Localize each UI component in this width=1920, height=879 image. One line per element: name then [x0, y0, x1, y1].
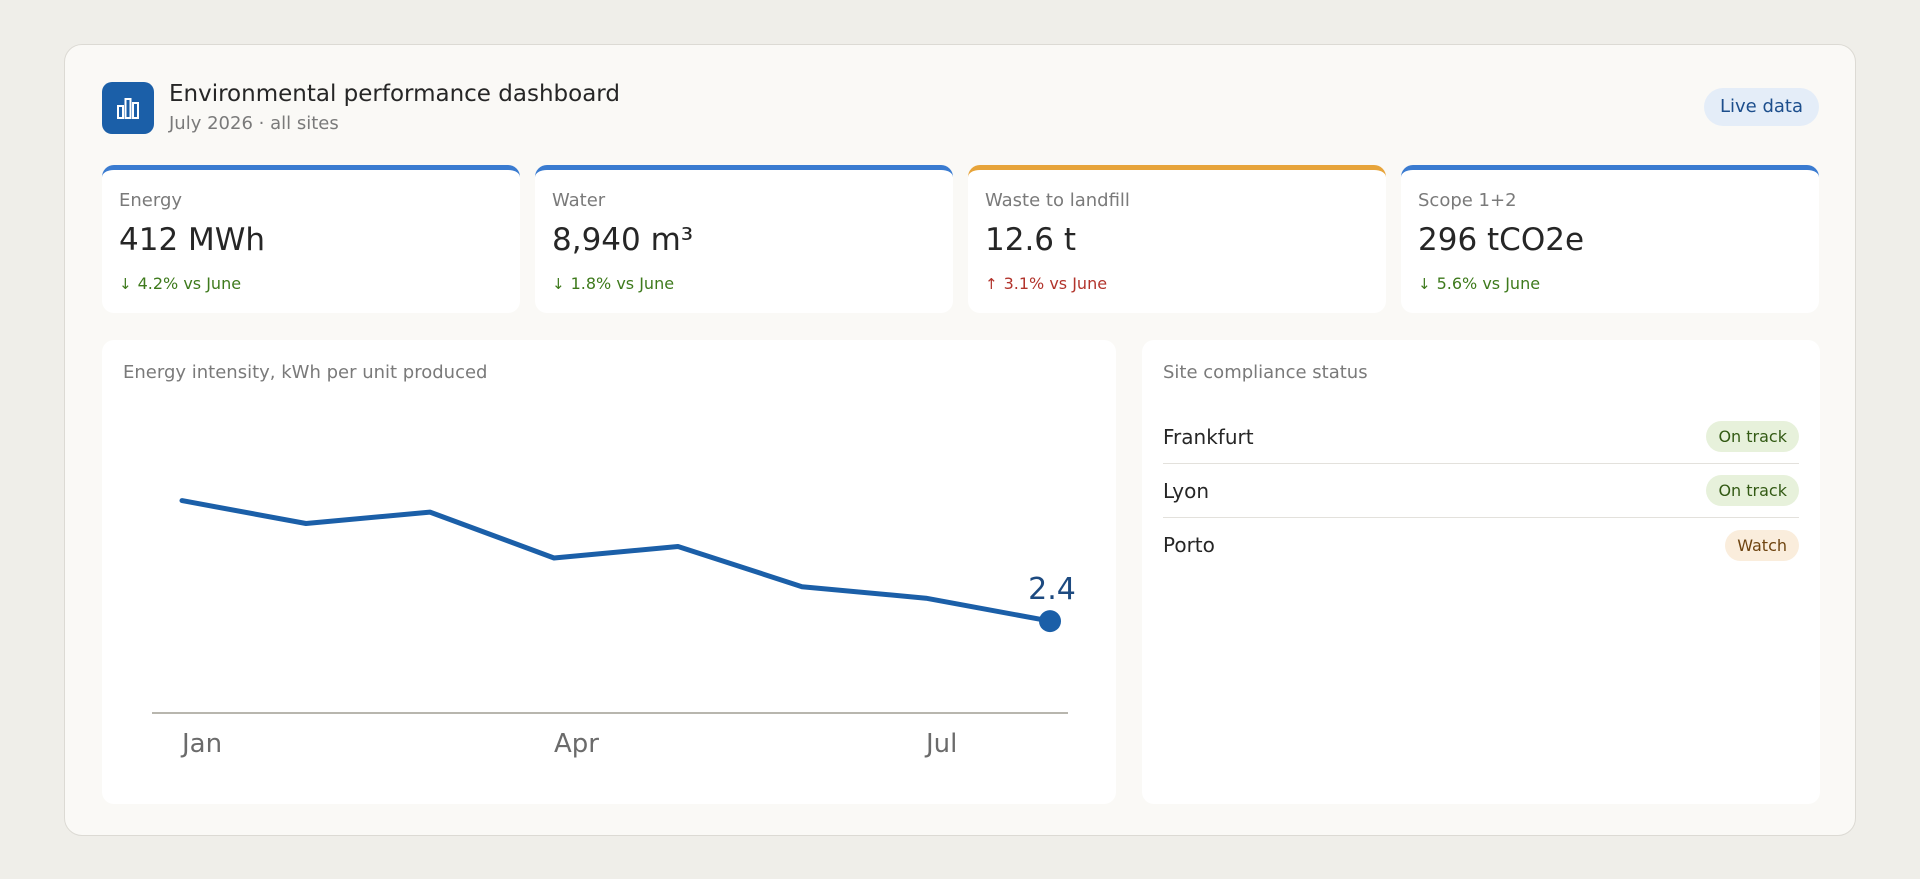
site-name: Lyon [1163, 478, 1210, 503]
kpi-value: 412 MWh [119, 222, 266, 258]
kpi-delta: ↑ 3.1% vs June [985, 274, 1107, 293]
status-badge: On track [1706, 421, 1799, 452]
x-tick-label-apr: Apr [554, 729, 599, 759]
kpi-delta-text: 1.8% vs June [570, 274, 675, 293]
kpi-card-waste[interactable]: Waste to landfill 12.6 t ↑ 3.1% vs June [968, 165, 1386, 313]
status-badge: On track [1706, 475, 1799, 506]
chart-title: Energy intensity, kWh per unit produced [123, 362, 488, 383]
series-line [179, 498, 1053, 624]
kpi-card-scope[interactable]: Scope 1+2 296 tCO2e ↓ 5.6% vs June [1401, 165, 1819, 313]
arrow-down-icon: ↓ [1418, 274, 1431, 293]
kpi-delta: ↓ 1.8% vs June [552, 274, 674, 293]
kpi-label: Energy [119, 190, 183, 211]
x-tick-label-jul: Jul [924, 729, 957, 759]
compliance-title: Site compliance status [1163, 362, 1368, 383]
site-name: Porto [1163, 533, 1215, 557]
site-compliance-card: Site compliance status Frankfurt On trac… [1142, 340, 1820, 804]
energy-intensity-chart: Jan Apr Jul 2.4 [152, 498, 1076, 759]
end-value-label: 2.4 [1028, 572, 1076, 607]
kpi-delta-text: 4.2% vs June [137, 274, 242, 293]
kpi-delta: ↓ 5.6% vs June [1418, 274, 1540, 293]
dashboard-panel: Environmental performance dashboard July… [64, 44, 1856, 836]
arrow-down-icon: ↓ [119, 274, 132, 293]
kpi-delta: ↓ 4.2% vs June [119, 274, 241, 293]
kpi-card-energy[interactable]: Energy 412 MWh ↓ 4.2% vs June [102, 165, 520, 313]
arrow-up-icon: ↑ [985, 274, 998, 293]
arrow-down-icon: ↓ [552, 274, 565, 293]
kpi-label: Water [552, 190, 606, 211]
compliance-row-porto[interactable]: Porto Watch [1163, 518, 1799, 572]
kpi-label: Waste to landfill [985, 190, 1130, 211]
status-badge: Watch [1725, 529, 1799, 561]
compliance-row-lyon[interactable]: Lyon On track [1163, 464, 1799, 518]
kpi-delta-text: 5.6% vs June [1436, 274, 1541, 293]
end-point-marker[interactable] [1039, 610, 1061, 633]
page-subtitle: July 2026 · all sites [169, 113, 339, 134]
page-title: Environmental performance dashboard [169, 81, 620, 107]
kpi-card-water[interactable]: Water 8,940 m³ ↓ 1.8% vs June [535, 165, 953, 313]
kpi-value: 8,940 m³ [552, 222, 694, 258]
energy-intensity-chart-card: Energy intensity, kWh per unit produced … [102, 340, 1116, 804]
kpi-label: Scope 1+2 [1418, 190, 1517, 211]
bar-chart-icon [102, 82, 154, 134]
compliance-list: Frankfurt On track Lyon On track Porto W… [1163, 410, 1799, 572]
live-data-badge[interactable]: Live data [1703, 88, 1819, 126]
kpi-delta-text: 3.1% vs June [1003, 274, 1108, 293]
site-name: Frankfurt [1163, 424, 1254, 449]
x-tick-label-jan: Jan [180, 729, 222, 759]
compliance-row-frankfurt[interactable]: Frankfurt On track [1163, 410, 1799, 464]
kpi-value: 296 tCO2e [1418, 222, 1585, 258]
kpi-value: 12.6 t [985, 222, 1077, 258]
